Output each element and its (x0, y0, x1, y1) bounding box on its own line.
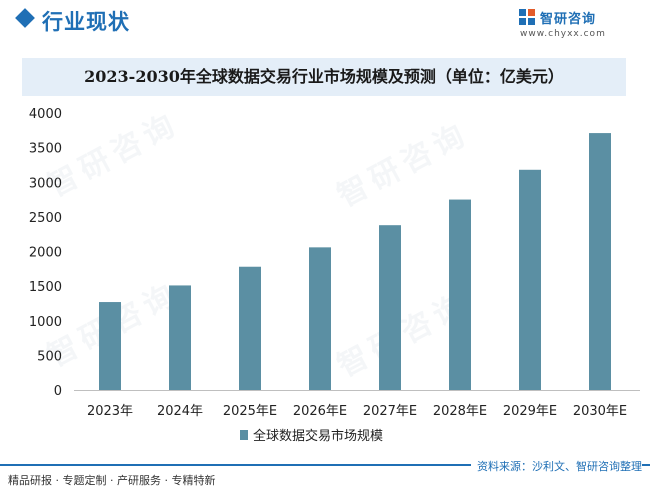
bar (379, 225, 401, 390)
bar (589, 133, 611, 390)
bar (239, 266, 261, 390)
x-tick-label: 2025年E (223, 404, 277, 419)
x-tick-label: 2029年E (503, 404, 557, 419)
y-tick-label: 1000 (29, 315, 62, 330)
y-tick-label: 2000 (29, 246, 62, 261)
x-tick-label: 2027年E (363, 404, 417, 419)
logo-icon (519, 9, 535, 25)
bar (519, 169, 541, 390)
bar (99, 302, 121, 390)
section-title: 行业现状 (42, 10, 130, 34)
x-tick-label: 2030年E (573, 404, 627, 419)
x-tick-label: 2028年E (433, 404, 487, 419)
legend-swatch (240, 430, 248, 440)
y-tick-label: 4000 (29, 107, 62, 122)
bar (449, 199, 471, 390)
legend-label: 全球数据交易市场规模 (253, 428, 383, 444)
footer-divider (0, 464, 650, 466)
footer-source: 资料来源：沙利文、智研咨询整理 (471, 458, 642, 474)
logo-name: 智研咨询 (540, 12, 597, 27)
logo: 智研咨询 www.chyxx.com (518, 8, 638, 40)
y-tick-label: 2500 (29, 211, 62, 226)
header: 行业现状 智研咨询 www.chyxx.com (0, 0, 650, 40)
x-tick-label: 2024年 (157, 404, 203, 419)
y-tick-label: 500 (37, 349, 62, 364)
y-tick-label: 3000 (29, 176, 62, 191)
logo-url: www.chyxx.com (520, 29, 606, 39)
y-tick-label: 3500 (29, 142, 62, 157)
footer-tagline: 精品研报 · 专题定制 · 产研服务 · 专精特新 (8, 474, 216, 487)
x-tick-label: 2023年 (87, 404, 133, 419)
chart-title-band: 2023-2030年全球数据交易行业市场规模及预测（单位：亿美元） (22, 58, 626, 96)
chart-title: 2023-2030年全球数据交易行业市场规模及预测（单位：亿美元） (84, 67, 564, 86)
y-tick-label: 1500 (29, 280, 62, 295)
bar (309, 247, 331, 390)
y-tick-label: 0 (54, 384, 62, 399)
bar (169, 285, 191, 390)
x-tick-label: 2026年E (293, 404, 347, 419)
